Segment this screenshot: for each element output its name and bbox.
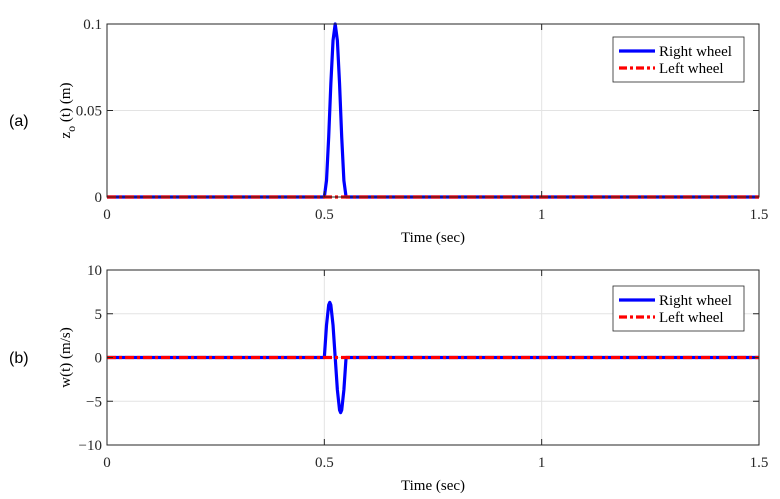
legend-label: Right wheel — [659, 44, 732, 60]
tick-labels: 0 0.5 1 1.5 −10 −5 0 5 10 — [79, 263, 769, 471]
y-tick-label: 0 — [95, 351, 103, 367]
x-tick-label: 1.5 — [750, 455, 769, 471]
x-axis-label: Time (sec) — [401, 230, 465, 246]
x-tick-label: 0.5 — [315, 455, 334, 471]
x-tick-label: 0 — [103, 455, 111, 471]
panel-label: (a) — [9, 113, 29, 130]
y-axis-label: w(t) (m/s) — [58, 327, 74, 387]
y-tick-label: 10 — [87, 263, 102, 279]
x-tick-label: 1 — [538, 455, 546, 471]
legend-label: Left wheel — [659, 310, 724, 326]
x-axis-label: Time (sec) — [401, 478, 465, 494]
x-tick-label: 0.5 — [315, 207, 334, 223]
legend-label: Right wheel — [659, 293, 732, 309]
legend-label: Left wheel — [659, 61, 724, 77]
x-tick-label: 0 — [103, 207, 111, 223]
plot-panel-a: 0 0.5 1 1.5 0 0.05 0.1 Time (sec) zo (t) (m) (a) R… — [9, 17, 768, 246]
x-tick-label: 1.5 — [750, 207, 769, 223]
tick-labels: 0 0.5 1 1.5 0 0.05 0.1 — [76, 17, 769, 223]
y-tick-label: 0 — [95, 190, 103, 206]
y-tick-label: −10 — [79, 438, 102, 454]
y-tick-label: −5 — [86, 394, 102, 410]
panel-label: (b) — [9, 350, 29, 367]
y-tick-label: 0.05 — [76, 104, 102, 120]
y-axis-label: zo (t) (m) — [58, 83, 78, 139]
plot-panel-b: 0 0.5 1 1.5 −10 −5 0 5 10 Time (sec) w(t) (m/s) (b)… — [9, 263, 768, 494]
y-tick-label: 5 — [95, 307, 103, 323]
x-tick-label: 1 — [538, 207, 546, 223]
y-tick-label: 0.1 — [83, 17, 102, 33]
